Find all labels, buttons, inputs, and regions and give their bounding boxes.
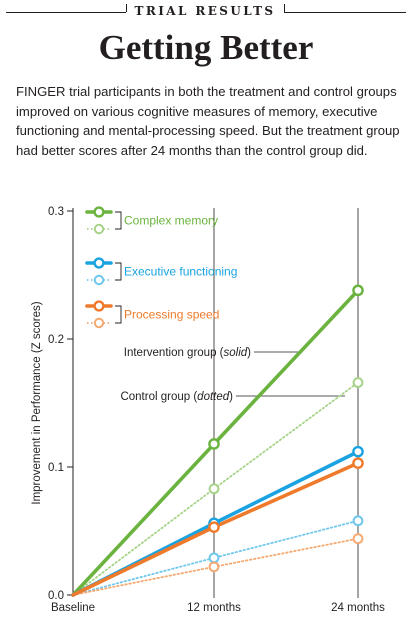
legend-bracket [115, 211, 122, 230]
data-point-control [208, 561, 220, 573]
data-point-control [208, 552, 220, 564]
data-point-control [352, 515, 364, 527]
y-tick-label: 0.0 [48, 590, 64, 602]
y-tick-label: 0.2 [48, 334, 64, 346]
legend-label: Complex memory [124, 214, 218, 228]
legend-marker-solid [93, 206, 105, 218]
legend-marker-dotted [93, 317, 105, 329]
annotation-intervention: Intervention group (solid) [124, 347, 251, 359]
legend-marker-solid [93, 257, 105, 269]
kicker-label: TRIAL RESULTS [134, 4, 276, 18]
data-point-intervention [352, 284, 364, 297]
kicker-tick-right [284, 4, 285, 12]
y-tick-label: 0.3 [48, 206, 64, 218]
x-tick-label: 24 months [331, 602, 385, 614]
x-tick-label: Baseline [51, 602, 95, 614]
legend-marker-dotted [93, 223, 105, 235]
y-tick-label: 0.1 [48, 462, 64, 474]
data-point-intervention [208, 438, 220, 450]
kicker-tick-left [126, 4, 127, 12]
legend-label: Processing speed [124, 308, 219, 322]
legend-label: Executive functioning [124, 265, 237, 279]
kicker-rule-left [6, 12, 126, 13]
data-point-control [352, 377, 364, 388]
data-point-control [352, 533, 364, 545]
legend-marker-dotted [93, 274, 105, 286]
data-point-intervention [352, 445, 364, 458]
legend-bracket [115, 305, 122, 324]
legend-marker-solid [93, 300, 105, 312]
kicker-rule-right [284, 12, 406, 13]
deck-text: FINGER trial participants in both the tr… [16, 84, 400, 158]
page-title: Getting Better [98, 28, 314, 67]
data-point-control [208, 483, 220, 495]
kicker-banner: TRIAL RESULTS [0, 0, 412, 26]
annotation-control: Control group (dotted) [120, 391, 233, 403]
legend-bracket [115, 262, 122, 281]
x-tick-label: 12 months [187, 602, 241, 614]
data-point-intervention [352, 457, 364, 469]
data-point-intervention [208, 521, 220, 533]
y-axis-title: Improvement in Performance (Z scores) [31, 301, 43, 504]
